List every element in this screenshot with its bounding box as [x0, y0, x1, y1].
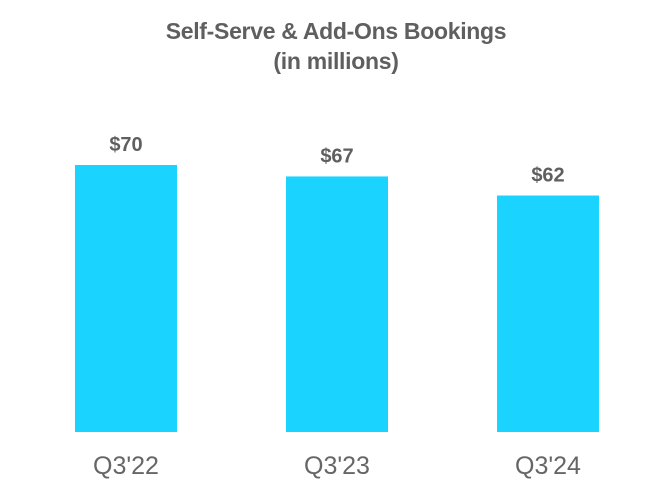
bar-Q3'23 — [286, 176, 388, 432]
x-tick-label: Q3'23 — [304, 452, 370, 480]
x-tick-label: Q3'24 — [515, 452, 581, 480]
chart-subtitle: (in millions) — [273, 48, 399, 74]
x-tick-label: Q3'22 — [93, 452, 159, 480]
data-label: $62 — [531, 165, 564, 187]
data-label: $70 — [109, 134, 142, 156]
bar-Q3'22 — [75, 165, 177, 432]
data-label: $67 — [320, 145, 353, 167]
bar-Q3'24 — [497, 195, 599, 432]
chart-title: Self-Serve & Add-Ons Bookings — [165, 18, 507, 44]
